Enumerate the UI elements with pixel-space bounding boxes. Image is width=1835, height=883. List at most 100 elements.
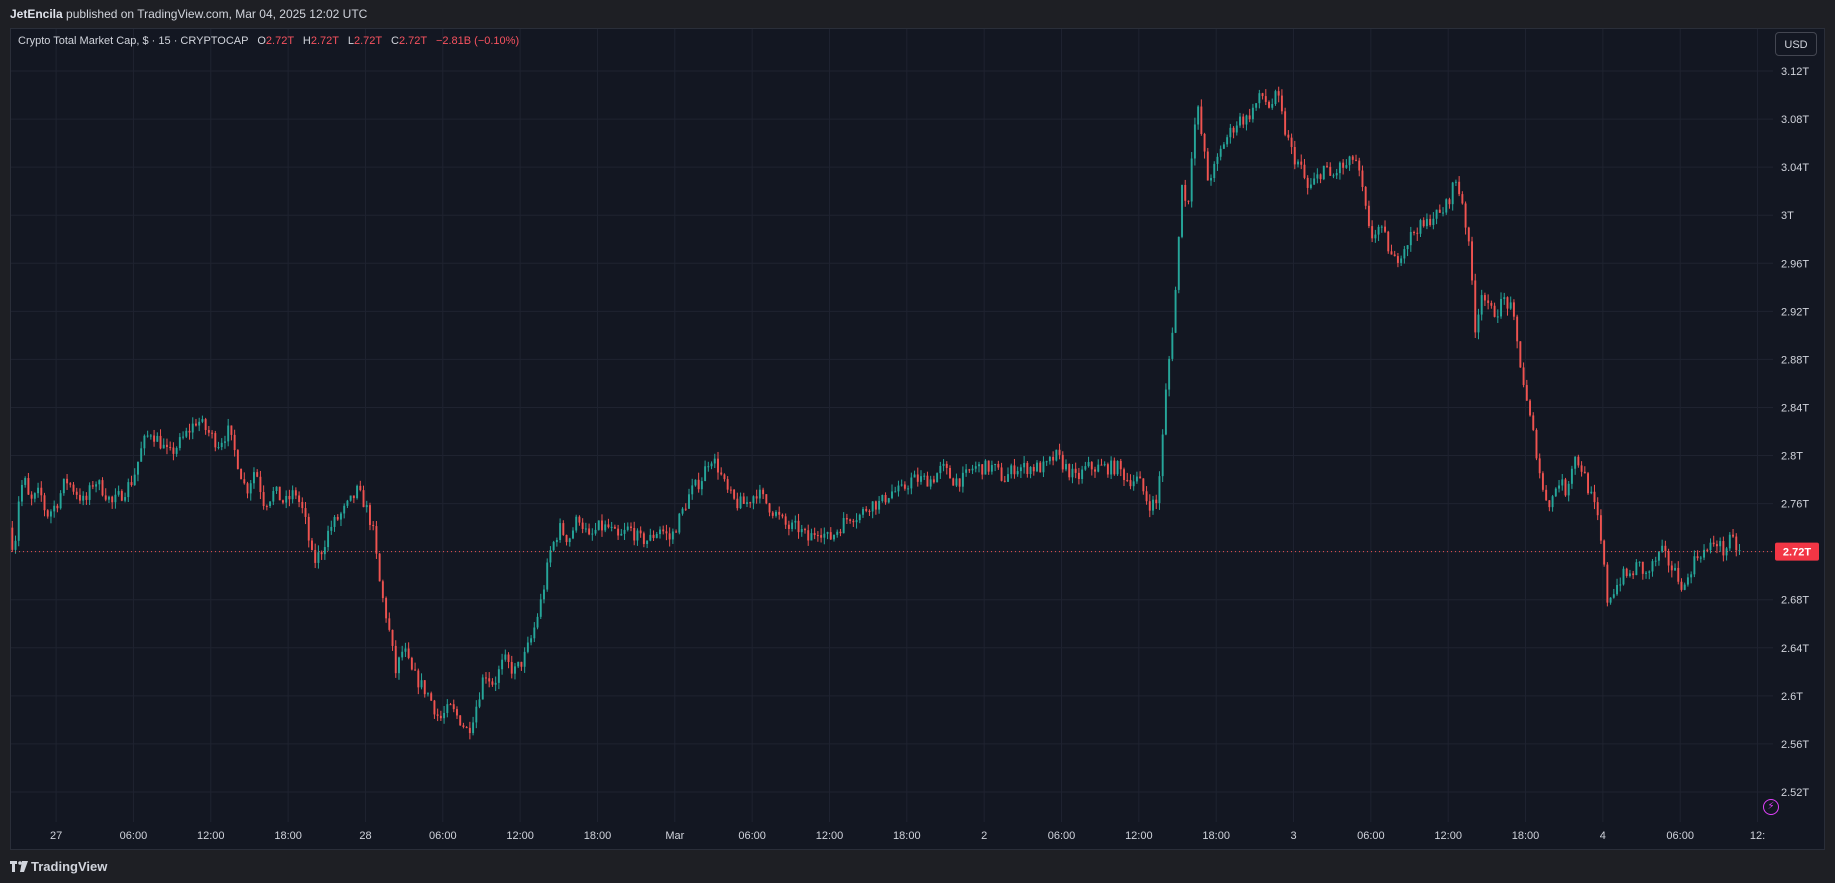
candle-body bbox=[1052, 456, 1055, 461]
candle-body bbox=[1048, 456, 1051, 462]
candle-body bbox=[59, 493, 62, 509]
candle-body bbox=[1255, 103, 1258, 108]
candle-body bbox=[1287, 134, 1290, 138]
current-price-label: 2.72T bbox=[1783, 547, 1811, 559]
candle-body bbox=[1541, 473, 1544, 490]
candle-body bbox=[568, 538, 571, 543]
candle-body bbox=[346, 500, 349, 506]
candle-body bbox=[584, 528, 587, 530]
published-text: published on TradingView.com, Mar 04, 20… bbox=[66, 7, 368, 21]
footer-brand[interactable]: TradingView bbox=[31, 859, 108, 874]
candle-body bbox=[633, 528, 636, 541]
candle-body bbox=[1728, 534, 1731, 549]
price-chart[interactable]: 3.12T 3.08T 3.04T 3T 2.96T 2.92T 2.88T 2.84T 2.8… bbox=[0, 0, 1835, 850]
candle-body bbox=[813, 533, 816, 536]
candle-body bbox=[307, 516, 310, 541]
candle-body bbox=[494, 682, 497, 685]
candle-body bbox=[1309, 184, 1312, 188]
candle-body bbox=[1055, 449, 1058, 461]
candle-body bbox=[1522, 367, 1525, 386]
candle-body bbox=[323, 547, 326, 555]
candle-body bbox=[362, 490, 365, 508]
x-tick-label: 3 bbox=[1290, 830, 1296, 842]
candle-body bbox=[562, 523, 565, 535]
candle-body bbox=[133, 474, 136, 486]
candle-body bbox=[849, 519, 852, 521]
candle-body bbox=[1616, 584, 1619, 595]
x-tick-label: 18:00 bbox=[1202, 830, 1230, 842]
candle-body bbox=[1558, 485, 1561, 489]
candle-body bbox=[807, 530, 810, 541]
candle-body bbox=[285, 495, 288, 503]
candle-body bbox=[604, 524, 607, 531]
candle-body bbox=[446, 704, 449, 713]
candle-body bbox=[1622, 568, 1625, 585]
candle-body bbox=[668, 533, 671, 540]
candle-body bbox=[359, 485, 362, 491]
candle-body bbox=[456, 709, 458, 716]
candle-body bbox=[1384, 226, 1386, 232]
candle-body bbox=[1148, 501, 1151, 511]
candle-body bbox=[1361, 170, 1364, 187]
candle-body bbox=[572, 530, 574, 539]
candle-body bbox=[700, 481, 703, 490]
candle-body bbox=[291, 490, 294, 500]
candle-body bbox=[961, 472, 964, 487]
symbol-title[interactable]: Crypto Total Market Cap, $ · 15 · CRYPTO… bbox=[18, 35, 249, 47]
candle-body bbox=[336, 516, 339, 520]
candle-body bbox=[1268, 101, 1270, 108]
candle-body bbox=[104, 495, 107, 500]
candle-body bbox=[259, 476, 262, 493]
candle-body bbox=[871, 501, 874, 512]
candle-body bbox=[1493, 305, 1496, 317]
y-tick-label: 2.88T bbox=[1781, 354, 1809, 366]
candle-body bbox=[140, 448, 143, 462]
candle-body bbox=[987, 460, 990, 472]
candle-body bbox=[114, 494, 117, 503]
candle-body bbox=[449, 704, 452, 706]
chart-pane[interactable] bbox=[10, 28, 1825, 850]
candle-body bbox=[1374, 234, 1377, 239]
candle-body bbox=[717, 458, 719, 473]
candle-body bbox=[1551, 496, 1554, 508]
low-value: 2.72T bbox=[353, 35, 382, 47]
candle-body bbox=[636, 530, 639, 541]
candle-body bbox=[1245, 115, 1248, 125]
candle-body bbox=[942, 463, 945, 466]
candle-body bbox=[659, 529, 661, 535]
candle-body bbox=[1438, 209, 1441, 213]
candle-body bbox=[188, 430, 191, 433]
candle-body bbox=[365, 505, 368, 508]
candle-body bbox=[1264, 96, 1267, 102]
candle-body bbox=[1722, 541, 1725, 556]
candle-body bbox=[14, 540, 17, 550]
candle-body bbox=[997, 464, 1000, 468]
candle-body bbox=[11, 527, 14, 550]
candle-body bbox=[265, 506, 268, 508]
author-name[interactable]: JetEncila bbox=[10, 7, 63, 21]
candle-body bbox=[833, 534, 835, 540]
candle-body bbox=[510, 661, 513, 674]
y-tick-label: 3.04T bbox=[1781, 162, 1809, 174]
candle-body bbox=[330, 526, 333, 531]
candle-body bbox=[762, 489, 765, 495]
candle-body bbox=[952, 478, 955, 486]
candle-body bbox=[378, 553, 381, 582]
candle-body bbox=[787, 524, 790, 529]
candle-body bbox=[275, 486, 278, 491]
x-tick-label: 4 bbox=[1600, 830, 1606, 842]
candle-body bbox=[1548, 500, 1551, 508]
y-tick-label: 2.6T bbox=[1781, 691, 1803, 703]
candle-body bbox=[1545, 489, 1548, 501]
candle-body bbox=[423, 680, 426, 695]
candle-body bbox=[1635, 562, 1638, 576]
lightning-icon[interactable]: ⚡ bbox=[1763, 799, 1779, 815]
candle-body bbox=[775, 511, 777, 516]
candle-body bbox=[1293, 147, 1296, 165]
y-tick-label: 2.64T bbox=[1781, 643, 1809, 655]
candle-body bbox=[1564, 479, 1567, 496]
candle-body bbox=[1725, 548, 1728, 556]
candle-body bbox=[1715, 544, 1718, 547]
currency-button[interactable]: USD bbox=[1775, 32, 1817, 56]
candle-body bbox=[1641, 561, 1644, 574]
